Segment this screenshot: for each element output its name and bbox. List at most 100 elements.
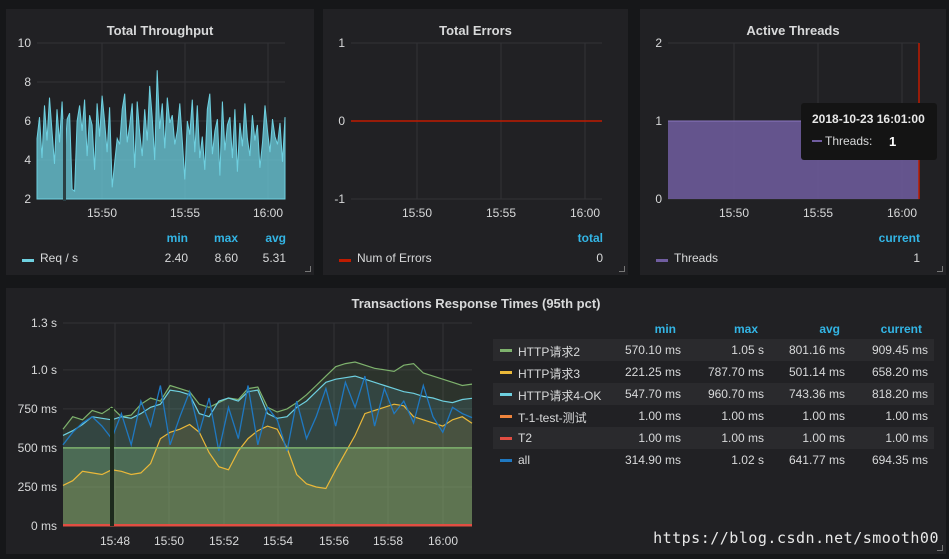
errors-legend-swatch (339, 259, 351, 262)
legend-current: 818.20 ms (871, 387, 928, 401)
throughput-panel: Total Throughput 10 8 6 4 2 15:50 15:55 16:00 … (6, 9, 314, 275)
throughput-max-header[interactable]: max (213, 231, 238, 245)
series-area (63, 404, 472, 526)
y-tick-label: 500 ms (18, 441, 57, 455)
resize-handle[interactable] (937, 266, 943, 272)
legend-row[interactable]: all 314.90 ms 1.02 s 641.77 ms 694.35 ms (493, 449, 934, 471)
legend-swatch (500, 349, 512, 352)
legend-name[interactable]: HTTP请求3 (518, 367, 581, 381)
legend-max: 1.00 ms (721, 409, 764, 423)
resize-handle[interactable] (305, 266, 311, 272)
errors-total-header[interactable]: total (577, 231, 603, 245)
y-tick-label: 10 (18, 36, 32, 50)
y-tick-label: 6 (24, 114, 31, 128)
legend-name[interactable]: T-1-test-测试 (518, 411, 587, 425)
y-tick-label: 0 (655, 192, 662, 206)
legend-name[interactable]: HTTP请求4-OK (518, 389, 602, 403)
legend-swatch (500, 393, 512, 396)
errors-legend-name[interactable]: Num of Errors (357, 251, 432, 265)
throughput-avg-header[interactable]: avg (265, 231, 286, 245)
response-title[interactable]: Transactions Response Times (95th pct) (351, 296, 601, 311)
response-chart[interactable]: 1.3 s 1.0 s 750 ms 500 ms 250 ms 0 ms 15:48 15… (6, 288, 486, 554)
resize-handle[interactable] (619, 266, 625, 272)
legend-name[interactable]: T2 (518, 431, 533, 445)
x-tick-label: 15:54 (263, 534, 293, 548)
throughput-area (36, 70, 286, 200)
legend-swatch (500, 459, 512, 462)
legend-max: 1.00 ms (721, 431, 764, 445)
throughput-chart[interactable]: 10 8 6 4 2 15:50 15:55 16:00 (6, 9, 314, 239)
x-tick-label: 16:00 (253, 206, 283, 220)
legend-row[interactable]: T-1-test-测试 1.00 ms 1.00 ms 1.00 ms 1.00 ms (493, 405, 934, 427)
throughput-legend-name[interactable]: Req / s (40, 251, 79, 265)
legend-max: 787.70 ms (707, 365, 764, 379)
x-tick-label: 15:55 (803, 206, 833, 220)
y-tick-label: 8 (24, 75, 31, 89)
legend-current: 658.20 ms (871, 365, 928, 379)
y-tick-label: 1.3 s (31, 316, 57, 330)
throughput-min-header[interactable]: min (166, 231, 188, 245)
errors-panel: Total Errors 1 0 -1 15:50 15:55 16:00 total … (323, 9, 628, 275)
y-tick-label: 2 (24, 192, 31, 206)
legend-row[interactable]: HTTP请求2 570.10 ms 1.05 s 801.16 ms 909.45 ms (493, 339, 934, 361)
response-avg-header[interactable]: avg (819, 322, 840, 336)
threads-legend-name[interactable]: Threads (674, 251, 719, 265)
tooltip-time: 2018-10-23 16:01:00 (812, 112, 925, 126)
legend-name[interactable]: all (518, 453, 531, 467)
legend-min: 547.70 ms (624, 387, 681, 401)
legend-row[interactable]: HTTP请求3 221.25 ms 787.70 ms 501.14 ms 658.20… (493, 361, 934, 383)
legend-name[interactable]: HTTP请求2 (518, 345, 581, 359)
resize-handle[interactable] (937, 545, 943, 551)
legend-swatch (500, 437, 512, 440)
response-current-header[interactable]: current (880, 322, 922, 336)
response-max-header[interactable]: max (733, 322, 758, 336)
threads-title[interactable]: Active Threads (746, 23, 840, 38)
x-tick-label: 16:00 (570, 206, 600, 220)
legend-avg: 1.00 ms (802, 409, 845, 423)
legend-max: 1.05 s (731, 343, 764, 357)
tooltip-swatch (812, 140, 822, 142)
errors-title[interactable]: Total Errors (439, 23, 512, 38)
legend-min: 314.90 ms (624, 453, 681, 467)
throughput-gap-marker (63, 119, 66, 201)
y-tick-label: -1 (334, 192, 345, 206)
errors-legend-total: 0 (596, 251, 603, 265)
legend-avg: 743.36 ms (788, 387, 845, 401)
x-tick-label: 15:50 (719, 206, 749, 220)
throughput-legend-min: 2.40 (164, 251, 188, 265)
y-tick-label: 1 (338, 36, 345, 50)
legend-avg: 1.00 ms (802, 431, 845, 445)
threads-current-header[interactable]: current (878, 231, 920, 245)
response-gap-marker (110, 408, 114, 526)
series-line-HTTP请求3 (62, 403, 473, 490)
y-tick-label: 750 ms (18, 402, 57, 416)
threads-legend-current: 1 (913, 251, 920, 265)
watermark: https://blog.csdn.net/smooth00 (653, 529, 939, 547)
x-tick-label: 15:55 (170, 206, 200, 220)
legend-swatch (500, 371, 512, 374)
x-tick-label: 15:52 (209, 534, 239, 548)
throughput-legend-max: 8.60 (214, 251, 238, 265)
throughput-legend-avg: 5.31 (262, 251, 286, 265)
legend-current: 1.00 ms (885, 409, 928, 423)
throughput-title[interactable]: Total Throughput (106, 23, 214, 38)
legend-max: 1.02 s (731, 453, 764, 467)
legend-min: 1.00 ms (638, 409, 681, 423)
errors-chart[interactable]: 1 0 -1 15:50 15:55 16:00 (323, 9, 628, 239)
legend-min: 221.25 ms (624, 365, 681, 379)
tooltip-label: Threads: (825, 134, 873, 148)
legend-row[interactable]: HTTP请求4-OK 547.70 ms 960.70 ms 743.36 ms 818… (493, 383, 934, 405)
x-tick-label: 16:00 (428, 534, 458, 548)
x-tick-label: 15:50 (402, 206, 432, 220)
throughput-legend-swatch (22, 259, 34, 262)
x-tick-label: 15:50 (87, 206, 117, 220)
legend-row[interactable]: T2 1.00 ms 1.00 ms 1.00 ms 1.00 ms (493, 427, 934, 449)
x-tick-label: 15:56 (319, 534, 349, 548)
legend-min: 570.10 ms (624, 343, 681, 357)
legend-current: 909.45 ms (871, 343, 928, 357)
response-min-header[interactable]: min (654, 322, 676, 336)
legend-avg: 801.16 ms (788, 343, 845, 357)
y-tick-label: 4 (24, 153, 31, 167)
legend-swatch (500, 415, 512, 418)
x-tick-label: 15:48 (100, 534, 130, 548)
